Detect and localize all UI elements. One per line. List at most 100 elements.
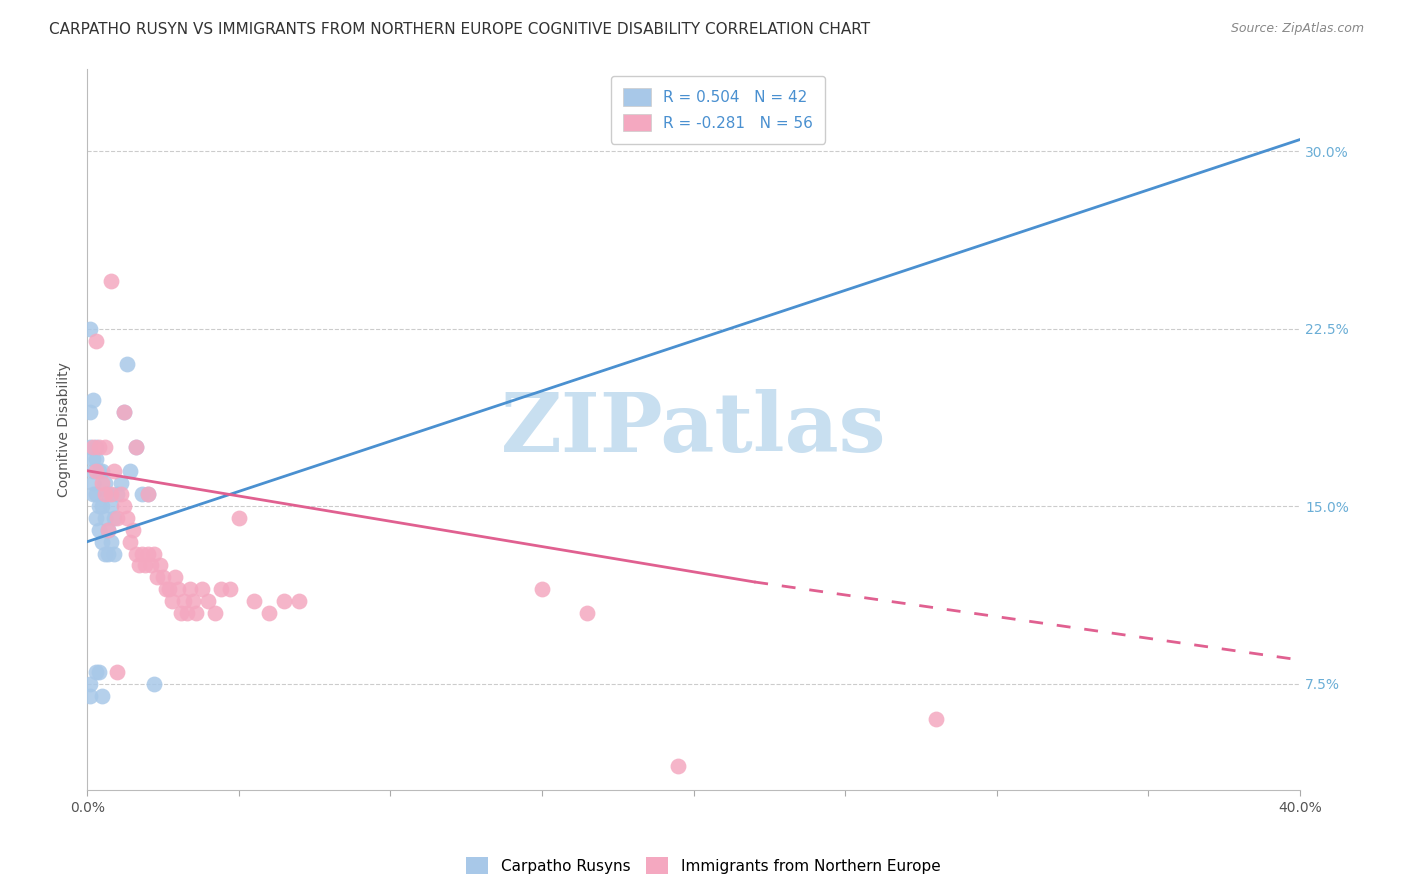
Point xyxy=(257,606,280,620)
Legend: R = 0.504   N = 42, R = -0.281   N = 56: R = 0.504 N = 42, R = -0.281 N = 56 xyxy=(610,76,825,144)
Point xyxy=(97,523,120,537)
Point xyxy=(97,487,120,501)
Point xyxy=(103,547,125,561)
Point xyxy=(82,392,104,407)
Point xyxy=(167,582,190,596)
Point xyxy=(89,500,111,514)
Point xyxy=(139,558,162,573)
Point xyxy=(165,570,187,584)
Point xyxy=(94,475,117,490)
Point xyxy=(142,676,165,690)
Point xyxy=(149,558,172,573)
Point xyxy=(925,712,948,726)
Point xyxy=(136,547,159,561)
Point xyxy=(110,475,132,490)
Point xyxy=(91,475,114,490)
Text: ZIPatlas: ZIPatlas xyxy=(501,389,886,469)
Point xyxy=(118,464,141,478)
Point xyxy=(91,464,114,478)
Point xyxy=(118,534,141,549)
Point xyxy=(100,500,122,514)
Point xyxy=(89,440,111,454)
Point xyxy=(124,440,146,454)
Point xyxy=(191,582,214,596)
Point xyxy=(186,606,208,620)
Point xyxy=(94,547,117,561)
Point xyxy=(136,487,159,501)
Point xyxy=(91,534,114,549)
Point xyxy=(84,665,107,679)
Point xyxy=(134,558,156,573)
Point xyxy=(107,511,129,525)
Point xyxy=(115,511,138,525)
Point xyxy=(100,275,122,289)
Point xyxy=(112,404,135,418)
Point xyxy=(121,523,143,537)
Point xyxy=(97,547,120,561)
Point xyxy=(155,582,177,596)
Point xyxy=(103,511,125,525)
Point xyxy=(197,594,219,608)
Point xyxy=(124,440,146,454)
Point xyxy=(128,558,150,573)
Point xyxy=(204,606,226,620)
Point xyxy=(84,334,107,348)
Point xyxy=(82,451,104,466)
Point xyxy=(288,594,311,608)
Point xyxy=(89,665,111,679)
Point xyxy=(152,570,174,584)
Point xyxy=(79,689,101,703)
Point xyxy=(84,464,107,478)
Point xyxy=(79,440,101,454)
Point xyxy=(209,582,232,596)
Point xyxy=(89,464,111,478)
Point xyxy=(170,606,193,620)
Point xyxy=(103,464,125,478)
Point xyxy=(100,534,122,549)
Point xyxy=(112,500,135,514)
Point xyxy=(79,322,101,336)
Point xyxy=(228,511,250,525)
Point xyxy=(94,487,117,501)
Point xyxy=(181,594,204,608)
Point xyxy=(91,500,114,514)
Point xyxy=(131,487,153,501)
Point xyxy=(82,475,104,490)
Point xyxy=(97,523,120,537)
Point xyxy=(243,594,266,608)
Point xyxy=(179,582,201,596)
Point xyxy=(79,404,101,418)
Point xyxy=(84,511,107,525)
Legend: Carpatho Rusyns, Immigrants from Northern Europe: Carpatho Rusyns, Immigrants from Norther… xyxy=(460,851,946,880)
Point xyxy=(100,487,122,501)
Point xyxy=(84,440,107,454)
Point xyxy=(82,440,104,454)
Point xyxy=(173,594,195,608)
Point xyxy=(84,487,107,501)
Point xyxy=(115,357,138,371)
Point xyxy=(107,665,129,679)
Point xyxy=(84,451,107,466)
Point xyxy=(89,523,111,537)
Point xyxy=(82,487,104,501)
Point xyxy=(136,487,159,501)
Point xyxy=(160,594,183,608)
Y-axis label: Cognitive Disability: Cognitive Disability xyxy=(58,362,72,497)
Point xyxy=(530,582,553,596)
Point xyxy=(131,547,153,561)
Point xyxy=(176,606,198,620)
Point xyxy=(157,582,180,596)
Text: CARPATHO RUSYN VS IMMIGRANTS FROM NORTHERN EUROPE COGNITIVE DISABILITY CORRELATI: CARPATHO RUSYN VS IMMIGRANTS FROM NORTHE… xyxy=(49,22,870,37)
Point xyxy=(142,547,165,561)
Point xyxy=(112,404,135,418)
Point xyxy=(576,606,599,620)
Point xyxy=(79,676,101,690)
Point xyxy=(110,487,132,501)
Point xyxy=(668,759,690,773)
Point xyxy=(94,440,117,454)
Point xyxy=(107,487,129,501)
Point xyxy=(91,689,114,703)
Point xyxy=(273,594,295,608)
Point xyxy=(146,570,169,584)
Point xyxy=(218,582,240,596)
